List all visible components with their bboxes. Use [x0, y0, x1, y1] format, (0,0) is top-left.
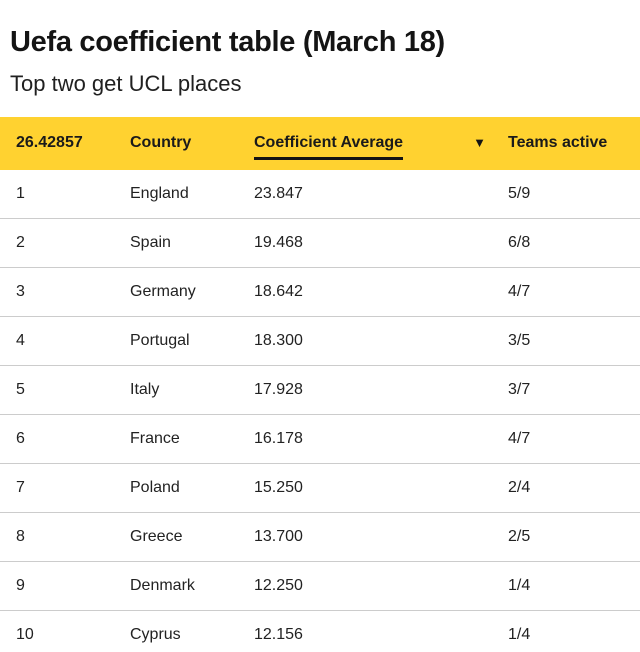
- country-cell: Poland: [130, 478, 180, 496]
- page-subtitle: Top two get UCL places: [10, 71, 242, 97]
- rank-cell: 10: [16, 625, 34, 643]
- rank-cell: 9: [16, 576, 25, 594]
- table-row: 6 France 16.178 4/7: [0, 414, 640, 463]
- country-cell: Denmark: [130, 576, 195, 594]
- teams-cell: 1/4: [508, 625, 531, 643]
- coefficient-table: 26.42857 Country Coefficient Average ▼ T…: [0, 117, 640, 652]
- country-cell: Portugal: [130, 331, 190, 349]
- page-title: Uefa coefficient table (March 18): [10, 26, 445, 58]
- coefficient-cell: 15.250: [254, 478, 303, 496]
- table-row: 8 Greece 13.700 2/5: [0, 512, 640, 561]
- rank-cell: 5: [16, 380, 25, 398]
- coefficient-cell: 12.156: [254, 625, 303, 643]
- country-cell: Cyprus: [130, 625, 181, 643]
- table-row: 1 England 23.847 5/9: [0, 170, 640, 219]
- country-cell: Italy: [130, 380, 160, 398]
- teams-cell: 4/7: [508, 282, 531, 300]
- coefficient-cell: 18.300: [254, 331, 303, 349]
- country-cell: France: [130, 429, 180, 447]
- table-row: 7 Poland 15.250 2/4: [0, 463, 640, 512]
- table-row: 10 Cyprus 12.156 1/4: [0, 610, 640, 652]
- coefficient-cell: 17.928: [254, 380, 303, 398]
- country-cell: Greece: [130, 527, 183, 545]
- coefficient-cell: 12.250: [254, 576, 303, 594]
- rank-cell: 4: [16, 331, 25, 349]
- table-row: 4 Portugal 18.300 3/5: [0, 316, 640, 365]
- coefficient-cell: 23.847: [254, 184, 303, 202]
- rank-cell: 3: [16, 282, 25, 300]
- teams-cell: 6/8: [508, 233, 531, 251]
- teams-cell: 3/5: [508, 331, 531, 349]
- country-cell: England: [130, 184, 189, 202]
- header-coefficient-average[interactable]: Coefficient Average ▼: [254, 117, 508, 169]
- table-body: 1 England 23.847 5/9 2 Spain 19.468 6/8 …: [0, 170, 640, 652]
- header-coefficient-label[interactable]: Coefficient Average: [254, 134, 404, 161]
- rank-cell: 2: [16, 233, 25, 251]
- rank-cell: 8: [16, 527, 25, 545]
- teams-cell: 5/9: [508, 184, 531, 202]
- table-header-row: 26.42857 Country Coefficient Average ▼ T…: [0, 117, 640, 170]
- header-country[interactable]: Country: [130, 134, 192, 152]
- table-row: 9 Denmark 12.250 1/4: [0, 561, 640, 610]
- table-header: 26.42857 Country Coefficient Average ▼ T…: [0, 117, 640, 170]
- teams-cell: 3/7: [508, 380, 531, 398]
- table-row: 2 Spain 19.468 6/8: [0, 218, 640, 267]
- rank-cell: 6: [16, 429, 25, 447]
- teams-cell: 4/7: [508, 429, 531, 447]
- coefficient-cell: 13.700: [254, 527, 303, 545]
- coefficient-cell: 16.178: [254, 429, 303, 447]
- coefficient-cell: 19.468: [254, 233, 303, 251]
- rank-cell: 1: [16, 184, 25, 202]
- teams-cell: 2/5: [508, 527, 531, 545]
- table-row: 3 Germany 18.642 4/7: [0, 267, 640, 316]
- teams-cell: 1/4: [508, 576, 531, 594]
- header-rank: 26.42857: [16, 134, 83, 152]
- teams-cell: 2/4: [508, 478, 531, 496]
- header-teams-active[interactable]: Teams active: [508, 134, 608, 152]
- coefficient-cell: 18.642: [254, 282, 303, 300]
- country-cell: Germany: [130, 282, 196, 300]
- sort-descending-icon[interactable]: ▼: [473, 135, 486, 151]
- rank-cell: 7: [16, 478, 25, 496]
- table-row: 5 Italy 17.928 3/7: [0, 365, 640, 414]
- country-cell: Spain: [130, 233, 171, 251]
